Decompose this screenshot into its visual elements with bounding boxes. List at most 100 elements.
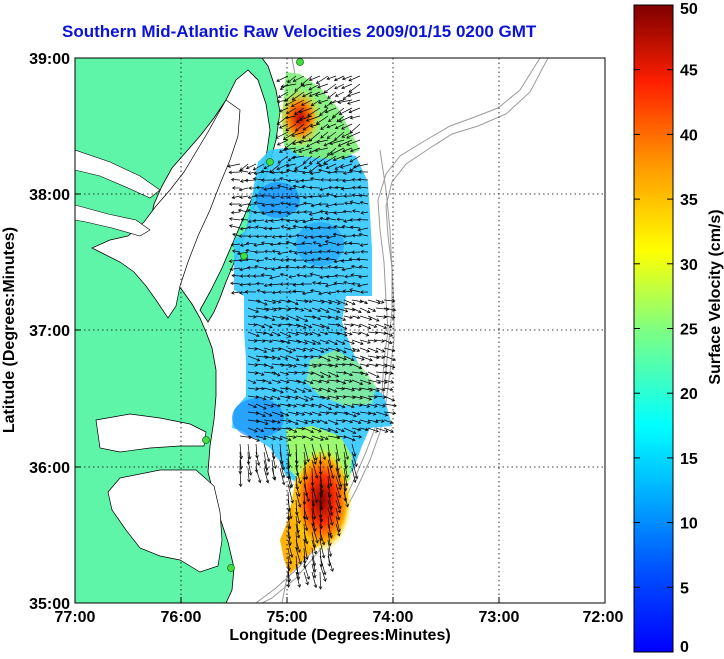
velocity-vector [271,451,276,469]
velocity-vector [246,242,257,245]
vector-arrowhead [375,419,379,424]
velocity-vector [333,233,345,237]
velocity-vector [303,427,314,433]
vector-arrowhead [285,257,290,262]
velocity-vector [343,323,354,326]
velocity-vector [292,155,305,159]
velocity-vector [351,403,363,406]
velocity-vector [302,291,313,295]
velocity-vector [287,515,291,529]
velocity-vector [311,363,322,366]
velocity-vector [245,258,257,261]
vector-arrowhead [334,169,338,174]
velocity-vector [303,387,312,392]
velocity-vector [359,411,371,415]
velocity-vector [286,266,297,269]
vector-arrowhead [344,332,348,337]
velocity-vector [359,363,369,367]
vector-arrowhead [318,412,322,417]
vector-arrowhead [308,87,313,91]
vector-arrowhead [351,233,356,238]
vector-arrowhead [350,264,355,269]
vector-arrowhead [245,241,250,246]
velocity-vector [319,571,321,590]
velocity-vector [255,315,268,319]
velocity-vector [278,266,289,269]
velocity-vector [335,339,345,345]
vector-arrowhead [294,370,298,375]
velocity-vector [335,315,346,321]
vector-arrowhead [388,340,393,345]
vector-arrowhead [295,210,300,215]
velocity-vector [375,387,385,391]
velocity-vector [359,419,371,424]
vector-arrowhead [302,403,306,408]
velocity-vector [310,123,321,127]
vector-arrowhead [310,355,314,359]
vector-arrowhead [356,411,361,416]
velocity-vector [279,331,291,338]
hotspot-south [292,448,352,552]
vector-arrowhead [333,211,338,215]
velocity-vector [343,339,355,345]
velocity-vector [326,163,337,169]
velocity-vector [240,243,249,246]
vector-arrowhead [352,348,356,353]
velocity-vector [327,250,337,253]
vector-arrowhead [237,208,242,213]
vector-arrowhead [260,372,265,376]
velocity-vector [335,331,348,336]
vector-arrowhead [238,234,242,238]
velocity-vector [287,523,290,540]
velocity-vector [343,395,356,399]
vector-arrowhead [228,259,233,263]
velocity-vector [315,91,329,96]
vector-arrowhead [301,435,306,439]
vector-arrowhead [349,218,353,222]
vector-arrowhead [348,332,353,336]
velocity-vector [255,451,260,466]
vector-arrowhead [309,194,313,199]
velocity-vector [253,219,265,222]
vector-arrowhead [287,437,292,442]
vector-arrowhead [262,396,267,401]
velocity-vector [319,395,330,400]
velocity-vector [279,347,292,353]
velocity-vector [319,443,326,460]
velocity-vector [269,227,281,230]
velocity-vector [271,307,282,310]
velocity-vector [351,363,362,369]
velocity-vector [343,315,353,319]
vector-arrowhead [295,179,299,184]
vector-arrowhead [349,419,354,424]
velocity-vector [293,185,305,189]
bay-tributary [75,149,161,199]
vector-arrowhead [310,429,315,434]
velocity-vector [263,467,269,483]
velocity-vector [299,139,313,143]
vector-arrowhead [349,200,354,204]
velocity-vector [309,187,321,189]
velocity-vector [303,443,309,462]
vector-arrowhead [294,88,298,92]
velocity-vector [323,83,337,94]
vector-arrowhead [262,413,266,417]
velocity-vector [271,467,276,481]
velocity-vector [327,547,330,567]
vector-arrowhead [247,171,252,175]
velocity-vector [279,123,289,129]
velocity-vector [343,91,353,100]
velocity-vector [264,250,273,253]
vector-arrowhead [239,195,243,199]
vector-arrowhead [288,275,293,279]
velocity-vector [279,235,289,238]
vector-arrowhead [277,94,282,99]
vector-arrowhead [270,404,275,408]
velocity-vector [347,91,361,97]
vector-arrowhead [277,380,281,384]
vector-arrowhead [280,390,284,394]
velocity-vector [277,251,289,255]
vector-arrowhead [310,420,315,424]
velocity-vector [280,219,289,221]
velocity-vector [289,187,297,190]
